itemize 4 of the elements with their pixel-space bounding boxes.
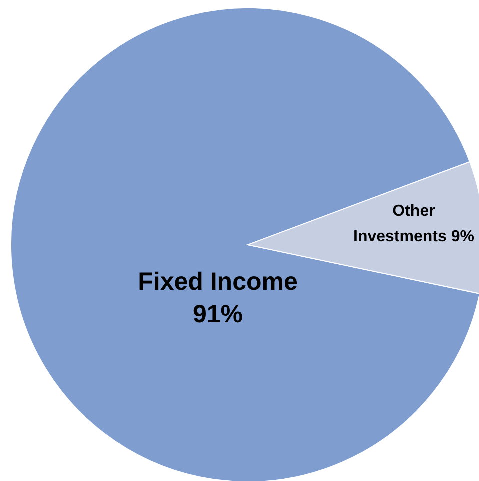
data-label: 9% [451,228,474,246]
data-label: 91% [192,300,244,328]
slice-label: Fixed Income [138,268,298,296]
slice-label: Other Investments [354,203,447,246]
